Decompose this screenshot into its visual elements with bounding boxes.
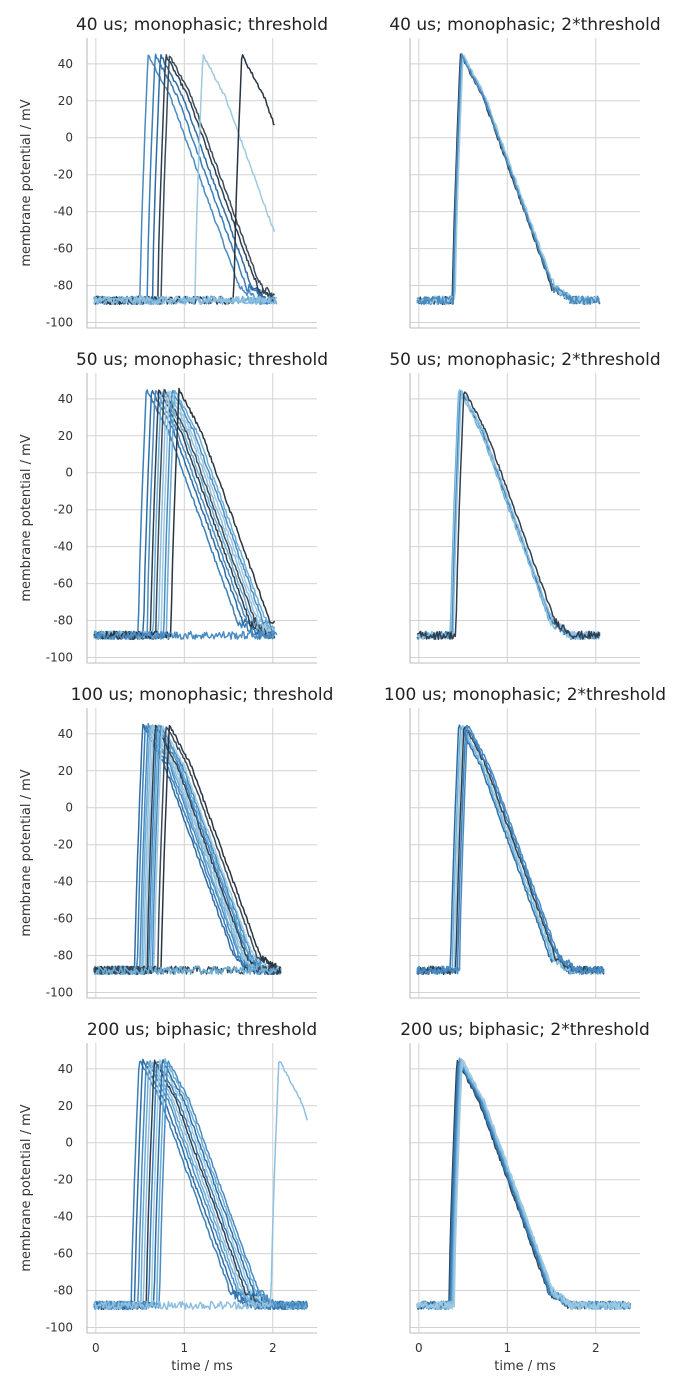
panel-1: 40 us; monophasic; threshold 40 20 0 -20 -40 -… bbox=[19, 15, 328, 329]
panel-title: 200 us; biphasic; 2*threshold bbox=[400, 1020, 650, 1040]
y-tick-label: -100 bbox=[46, 1320, 73, 1334]
y-tick-label: -20 bbox=[53, 503, 73, 517]
y-tick-label: -60 bbox=[53, 1247, 73, 1261]
y-tick-label: -100 bbox=[46, 985, 73, 999]
panel-4: 50 us; monophasic; 2*threshold bbox=[389, 350, 661, 664]
y-tick-label: -40 bbox=[53, 205, 73, 219]
panel-2: 40 us; monophasic; 2*threshold bbox=[389, 15, 661, 329]
panel-title: 100 us; monophasic; 2*threshold bbox=[384, 685, 666, 705]
x-tick-label: 1 bbox=[503, 1341, 511, 1355]
ap-trace-1 bbox=[416, 724, 605, 975]
y-tick-label: -40 bbox=[53, 875, 73, 889]
ap-trace-11 bbox=[93, 387, 276, 641]
y-tick-label: -20 bbox=[53, 1173, 73, 1187]
baseline-trace-1 bbox=[93, 295, 278, 305]
panel-title: 100 us; monophasic; threshold bbox=[71, 685, 334, 705]
y-tick-label: -20 bbox=[53, 838, 73, 852]
panel-title: 200 us; biphasic; threshold bbox=[87, 1020, 317, 1040]
baseline-trace-2 bbox=[93, 295, 278, 306]
x-axis-label: time / ms bbox=[171, 1359, 233, 1374]
ap-trace-2 bbox=[416, 389, 601, 641]
y-tick-label: 20 bbox=[58, 1099, 73, 1113]
ap-trace-6 bbox=[93, 54, 276, 305]
x-tick-label: 1 bbox=[180, 1341, 188, 1355]
panel-title: 40 us; monophasic; threshold bbox=[76, 15, 328, 35]
y-tick-label: 0 bbox=[65, 466, 73, 480]
y-tick-label: -100 bbox=[46, 650, 73, 664]
y-tick-label: -60 bbox=[53, 912, 73, 926]
y-tick-label: 40 bbox=[58, 57, 73, 71]
ap-trace-4 bbox=[93, 1060, 308, 1311]
y-axis-label: membrane potential / mV bbox=[19, 1104, 34, 1271]
ap-trace-5 bbox=[416, 53, 601, 306]
y-tick-label: -80 bbox=[53, 949, 73, 963]
panel-5: 100 us; monophasic; threshold 40 20 0 -20 -40… bbox=[19, 685, 333, 999]
panel-3: 50 us; monophasic; threshold 40 20 0 -20 -40 -… bbox=[19, 350, 328, 664]
ap-trace-3 bbox=[416, 390, 601, 641]
ap-trace-12 bbox=[93, 1060, 309, 1311]
y-tick-label: 20 bbox=[58, 94, 73, 108]
baseline-trace-2 bbox=[93, 965, 278, 976]
ap-trace-5 bbox=[416, 724, 605, 975]
y-tick-label: -40 bbox=[53, 1210, 73, 1224]
y-tick-label: -80 bbox=[53, 1284, 73, 1298]
baseline-trace-1 bbox=[93, 630, 278, 641]
ap-trace-5 bbox=[416, 391, 601, 641]
y-tick-label: -40 bbox=[53, 540, 73, 554]
ap-trace-1 bbox=[417, 388, 601, 640]
y-axis-label: membrane potential / mV bbox=[19, 99, 34, 266]
ap-trace-4 bbox=[416, 726, 605, 976]
ap-trace-4 bbox=[416, 54, 601, 306]
panel-7: 200 us; biphasic; threshold40200-20-40-6… bbox=[19, 1020, 317, 1374]
ap-trace-13 bbox=[93, 724, 282, 975]
x-tick-label: 2 bbox=[592, 1341, 600, 1355]
x-tick-label: 2 bbox=[269, 1341, 277, 1355]
y-tick-label: 0 bbox=[65, 131, 73, 145]
y-tick-label: 40 bbox=[58, 392, 73, 406]
ap-trace-3 bbox=[416, 56, 601, 305]
panel-title: 50 us; monophasic; 2*threshold bbox=[389, 350, 660, 370]
panel-8: 200 us; biphasic; 2*threshold 0 1 2 time / m… bbox=[400, 1020, 650, 1374]
ap-trace-4 bbox=[416, 389, 601, 640]
x-tick-label: 0 bbox=[92, 1341, 100, 1355]
y-axis-label: membrane potential / mV bbox=[19, 769, 34, 936]
ap-trace-2 bbox=[416, 55, 601, 305]
y-tick-label: 0 bbox=[65, 1136, 73, 1150]
y-tick-label: 40 bbox=[58, 727, 73, 741]
y-tick-label: 0 bbox=[65, 801, 73, 815]
x-axis-label: time / ms bbox=[494, 1359, 556, 1374]
y-tick-label: -80 bbox=[53, 279, 73, 293]
panel-title: 40 us; monophasic; 2*threshold bbox=[389, 15, 660, 35]
y-tick-label: 40 bbox=[58, 1062, 73, 1076]
panel-title: 50 us; monophasic; threshold bbox=[76, 350, 328, 370]
y-tick-label: -80 bbox=[53, 614, 73, 628]
y-tick-label: -100 bbox=[46, 315, 73, 329]
ap-trace-7 bbox=[416, 1059, 632, 1311]
y-tick-label: -60 bbox=[53, 577, 73, 591]
x-tick-label: 0 bbox=[415, 1341, 423, 1355]
ap-trace-1 bbox=[416, 53, 601, 306]
panel-6: 100 us; monophasic; 2*threshold bbox=[384, 685, 666, 999]
y-tick-label: -60 bbox=[53, 242, 73, 256]
ap-trace-6 bbox=[416, 725, 605, 975]
y-tick-label: -20 bbox=[53, 168, 73, 182]
ap-trace-1 bbox=[416, 1059, 632, 1310]
y-tick-label: 20 bbox=[58, 429, 73, 443]
y-tick-label: 20 bbox=[58, 764, 73, 778]
ap-trace-10 bbox=[93, 725, 282, 975]
y-axis-label: membrane potential / mV bbox=[19, 434, 34, 601]
